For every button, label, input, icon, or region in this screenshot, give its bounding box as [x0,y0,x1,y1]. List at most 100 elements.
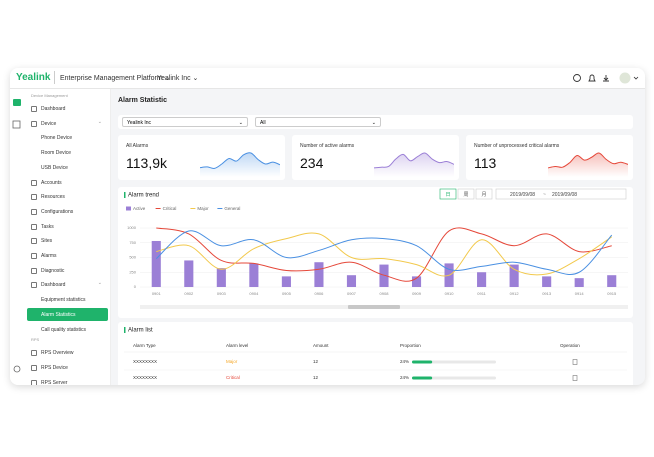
nav-label: Diagnostic [41,267,65,274]
nav-label: Phone Device [41,135,73,142]
device-icon[interactable] [13,99,21,106]
nav-label: Sites [41,238,53,245]
period-tab[interactable] [475,188,493,200]
nav-item[interactable]: Resources [25,190,110,203]
column-header: Operation [560,343,580,348]
icon-rail [10,89,26,385]
sparkline-area [200,152,280,177]
type-filter: All [260,120,266,126]
stat-card: Number of active alarms 234 [292,135,459,180]
nav-item[interactable]: Dashboard [25,102,110,115]
nav-item[interactable]: RPS Device [25,361,110,374]
chart-title: Alarm trend [128,193,159,199]
amount: 12 [313,375,319,380]
nav-item[interactable]: Sites [25,234,110,247]
stat-label: Number of unprocessed critical alarms [474,143,560,149]
nav-subitem[interactable]: USB Device [27,161,108,174]
column-header: Alarm level [226,343,248,348]
x-tick-label: 0910 [445,291,455,296]
series-line [156,227,612,282]
stat-label: Number of active alarms [300,143,355,149]
period-label: 周 [463,192,468,198]
nav-item[interactable]: Configurations [25,205,110,218]
title-accent [124,327,126,333]
nav-label: Accounts [41,179,62,186]
nav-subitem[interactable]: Room Device [27,146,108,159]
nav-icon [31,238,37,245]
avatar[interactable] [619,72,631,84]
org-select[interactable]: Yealink Inc ⌄ [122,117,248,127]
x-tick-label: 0913 [542,291,552,296]
nav-subitem[interactable]: Phone Device [27,131,108,144]
top-icons [573,72,639,84]
bar [574,278,584,287]
bar [216,268,226,287]
nav-icon [31,282,37,289]
nav-label: Alarms [41,253,57,259]
type-select[interactable]: All ⌄ [255,117,381,127]
proportion-label: 24% [400,375,409,380]
scroll-thumb[interactable] [348,305,400,309]
nav-item[interactable]: RPS Server [25,376,110,385]
nav-item[interactable]: Tasks [25,220,110,233]
date-end: 2019/09/08 [552,192,577,198]
top-bar: Yealink Enterprise Management Platform ⌄… [10,68,645,89]
download-icon[interactable] [603,75,609,82]
settings-icon[interactable] [13,365,21,373]
org-filter: Yealink Inc [127,120,151,126]
nav-item[interactable]: Dashboard ⌄ [25,278,110,291]
operation-icon[interactable] [572,359,578,365]
bell-icon[interactable] [588,74,596,82]
nav-label: Dashboard [41,106,66,112]
window: Yealink Enterprise Management Platform ⌄… [10,68,645,385]
nav-label: RPS Overview [41,350,74,357]
progress-bar [412,376,433,380]
bar [477,272,487,287]
x-tick-label: 0909 [412,291,422,296]
nav-subitem[interactable]: Call quality statistics [27,323,108,336]
bar [184,260,194,287]
org: Yealink Inc [157,75,191,82]
stat-value: 113,9k [126,155,167,171]
nav-label: Configurations [41,208,74,215]
sparkline-line [548,152,628,169]
period-tab[interactable] [457,188,475,200]
legend-label: Major [197,206,209,211]
period-tab[interactable] [439,188,457,200]
nav-subitem[interactable]: Equipment statistics [27,293,108,306]
nav-item[interactable]: Diagnostic [25,264,110,277]
product-menu[interactable]: Enterprise Management Platform ⌄ [60,75,171,82]
sparkline [548,152,628,177]
nav-subitem[interactable]: Alarm Statistics [27,307,108,321]
y-tick-label: 500 [129,255,136,260]
help-icon[interactable] [573,74,581,82]
nav-label: Resources [41,194,65,201]
operation-icon[interactable] [572,375,578,381]
nav-item[interactable]: Accounts [25,176,110,189]
bar [346,275,357,287]
sparkline-line [200,152,280,169]
sparkline-line [374,152,454,169]
stat-value: 234 [300,155,324,171]
x-tick-label: 0907 [347,291,357,296]
series-line [156,232,613,277]
nav-item[interactable]: RPS Overview [25,346,110,359]
date-sep: ~ [543,192,546,198]
nav-item[interactable]: Alarms [25,249,110,262]
alarm-level: Critical [226,375,240,380]
org-menu[interactable]: Yealink Inc ⌄ [157,75,199,82]
nav-item[interactable]: Device ⌄ [25,117,110,130]
sidebar: Device Management Dashboard Device ⌄ Phone D… [25,89,111,385]
nav-label: Room Device [41,150,72,157]
nav-label: Device [41,120,57,127]
book-icon[interactable] [12,120,21,129]
nav-label: Tasks [41,223,54,230]
legend-swatch [126,206,131,211]
nav-icon [31,208,37,215]
rail-icons [12,99,21,373]
column-header: Alarm Type [133,343,156,348]
date-range[interactable] [495,188,627,200]
legend-label: Active [133,206,146,211]
y-tick-label: 250 [129,269,136,274]
